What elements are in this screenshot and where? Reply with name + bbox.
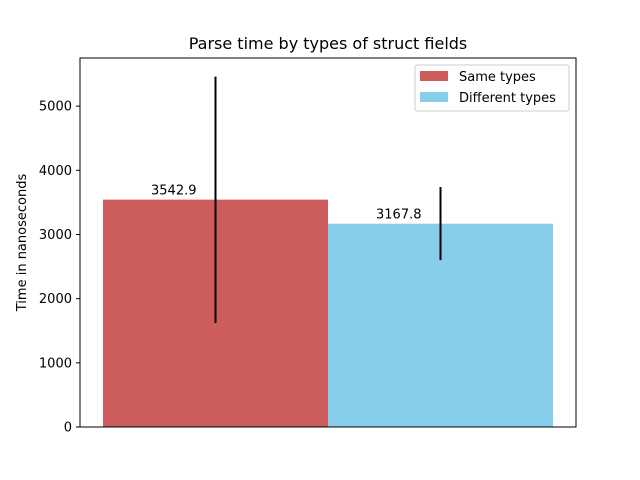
y-tick-label: 3000 [39,228,72,243]
y-axis: 0 1000 2000 3000 4000 5000 [39,100,80,436]
data-labels-group: 3542.9 3167.8 [151,184,422,223]
plot-frame [79,57,577,428]
y-tick-label: 0 [64,421,72,436]
legend-swatch-same-types [420,71,448,81]
legend-label-different-types: Different types [459,91,556,106]
y-tick-label: 1000 [39,356,72,371]
error-bars-group [214,76,442,324]
chart-title: Parse time by types of struct fields [189,34,468,53]
y-axis-label: Time in nanoseconds [15,174,30,313]
data-label-different-types: 3167.8 [376,208,422,223]
data-label-same-types: 3542.9 [151,184,197,199]
y-tick-label: 4000 [39,164,72,179]
y-tick-label: 2000 [39,292,72,307]
legend-frame [414,64,570,112]
bars-group [103,199,553,427]
legend-label-same-types: Same types [459,70,536,85]
y-tick-label: 5000 [39,100,72,115]
legend: Same types Different types [414,64,570,112]
legend-swatch-different-types [420,92,448,102]
